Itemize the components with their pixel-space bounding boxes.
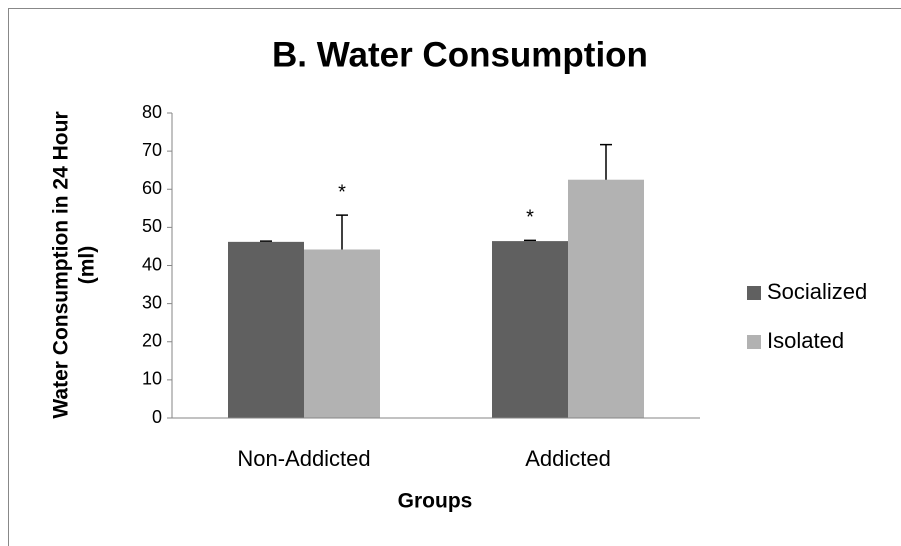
y-tick-label: 0 [152,407,162,427]
x-axis-title: Groups [398,490,473,513]
error-bar [260,240,272,242]
y-tick-label: 30 [142,292,162,312]
x-tick-label: Non-Addicted [237,446,370,471]
y-tick-label: 40 [142,254,162,274]
y-tick-label: 10 [142,369,162,389]
y-tick-label: 60 [142,178,162,198]
annotation: * [526,207,534,229]
bar [492,241,568,418]
annotation: * [338,181,346,203]
y-axis-title: Water Consumption in 24 Hour [50,111,73,418]
y-tick-label: 80 [142,102,162,122]
legend-label: Socialized [767,279,867,304]
bar [568,179,644,418]
bar [228,241,304,418]
x-tick-label: Addicted [525,446,611,471]
y-tick-label: 70 [142,140,162,160]
chart-title: B. Water Consumption [272,35,648,74]
legend-swatch [747,286,761,300]
y-tick-label: 50 [142,216,162,236]
y-axis-title: (ml) [76,246,99,285]
error-bar [600,143,612,180]
legend-label: Isolated [767,328,844,353]
chart-frame [8,8,901,546]
legend-swatch [747,335,761,349]
bar [304,249,380,418]
y-tick-label: 20 [142,331,162,351]
error-bar [336,214,348,250]
error-bar [524,239,536,242]
